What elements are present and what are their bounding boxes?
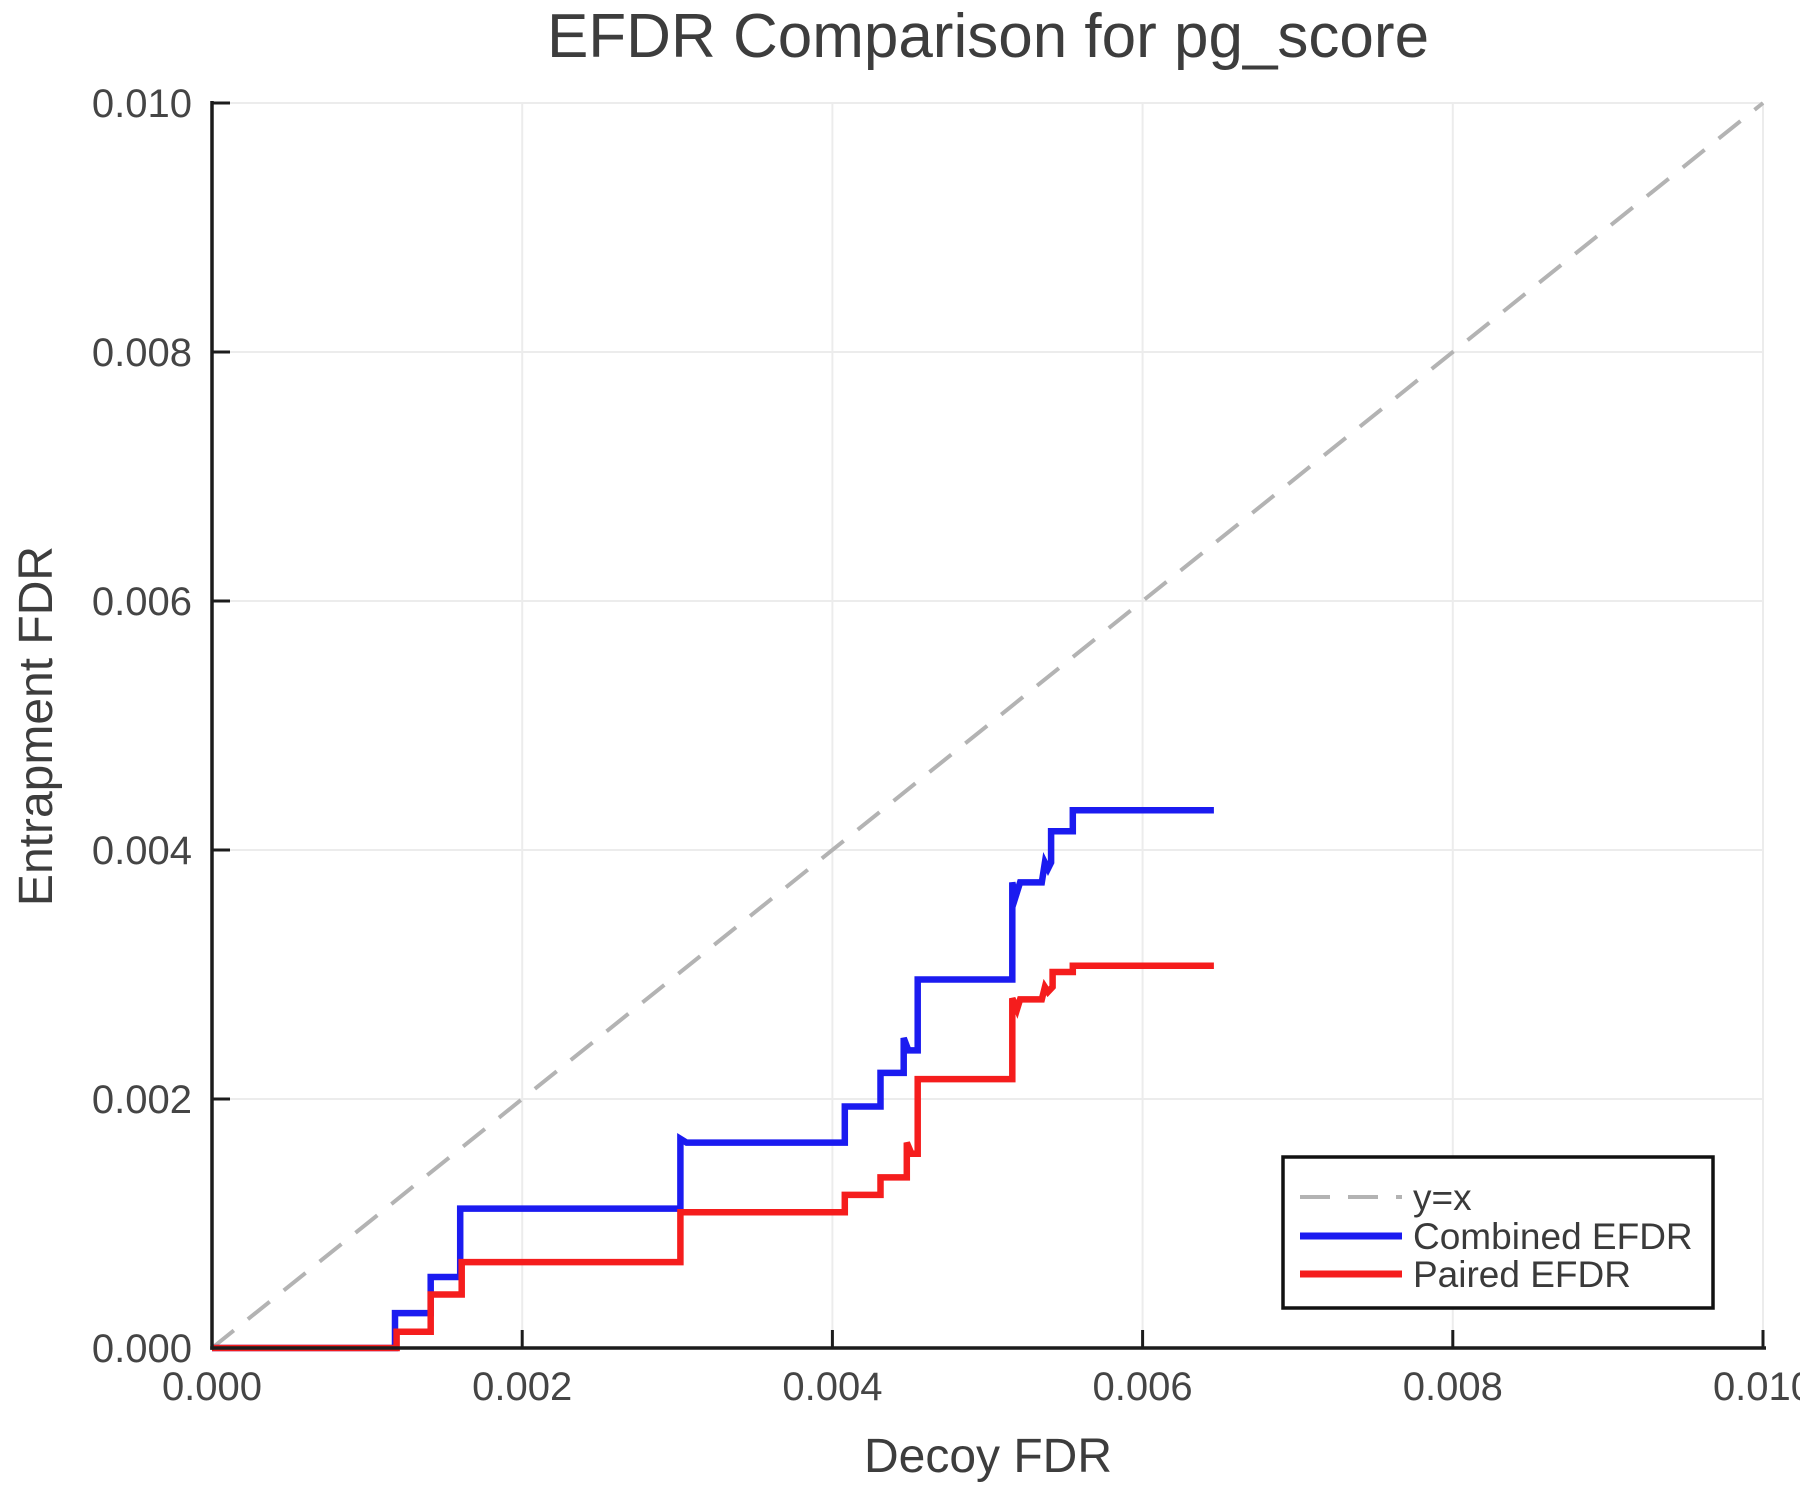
y-tick-label: 0.002 — [92, 1078, 192, 1122]
paired-efdr-line — [212, 962, 1214, 1352]
legend-label-paired-efdr: Paired EFDR — [1413, 1254, 1631, 1295]
chart-title: EFDR Comparison for pg_score — [547, 2, 1429, 71]
y-tick-label: 0.006 — [92, 580, 192, 624]
x-tick-label: 0.008 — [1403, 1365, 1503, 1409]
y-axis-label: Entrapment FDR — [10, 546, 63, 906]
combined-efdr-line — [212, 806, 1214, 1352]
y-x-line — [210, 101, 1765, 1350]
x-tick-label: 0.006 — [1093, 1365, 1193, 1409]
legend: y=x Combined EFDR Paired EFDR — [1281, 1155, 1715, 1310]
x-tick-label: 0.010 — [1713, 1365, 1800, 1409]
y-tick-label: 0.004 — [92, 829, 192, 873]
series-lines — [210, 101, 1765, 1352]
x-tick-label: 0.000 — [162, 1365, 262, 1409]
axes-spines — [210, 101, 1766, 1350]
x-axis-label: Decoy FDR — [864, 1430, 1112, 1483]
y-tick-label: 0.008 — [92, 331, 192, 375]
y-tick-label: 0.010 — [92, 82, 192, 126]
legend-label-combined-efdr: Combined EFDR — [1413, 1216, 1693, 1257]
tick-marks — [210, 101, 1765, 1350]
y-tick-label: 0.000 — [92, 1327, 192, 1371]
tick-labels: 0.000 0.002 0.004 0.006 0.008 0.010 0.000 0.002… — [92, 82, 1800, 1409]
legend-label-identity: y=x — [1413, 1177, 1472, 1218]
x-tick-label: 0.004 — [782, 1365, 882, 1409]
x-tick-label: 0.002 — [472, 1365, 572, 1409]
